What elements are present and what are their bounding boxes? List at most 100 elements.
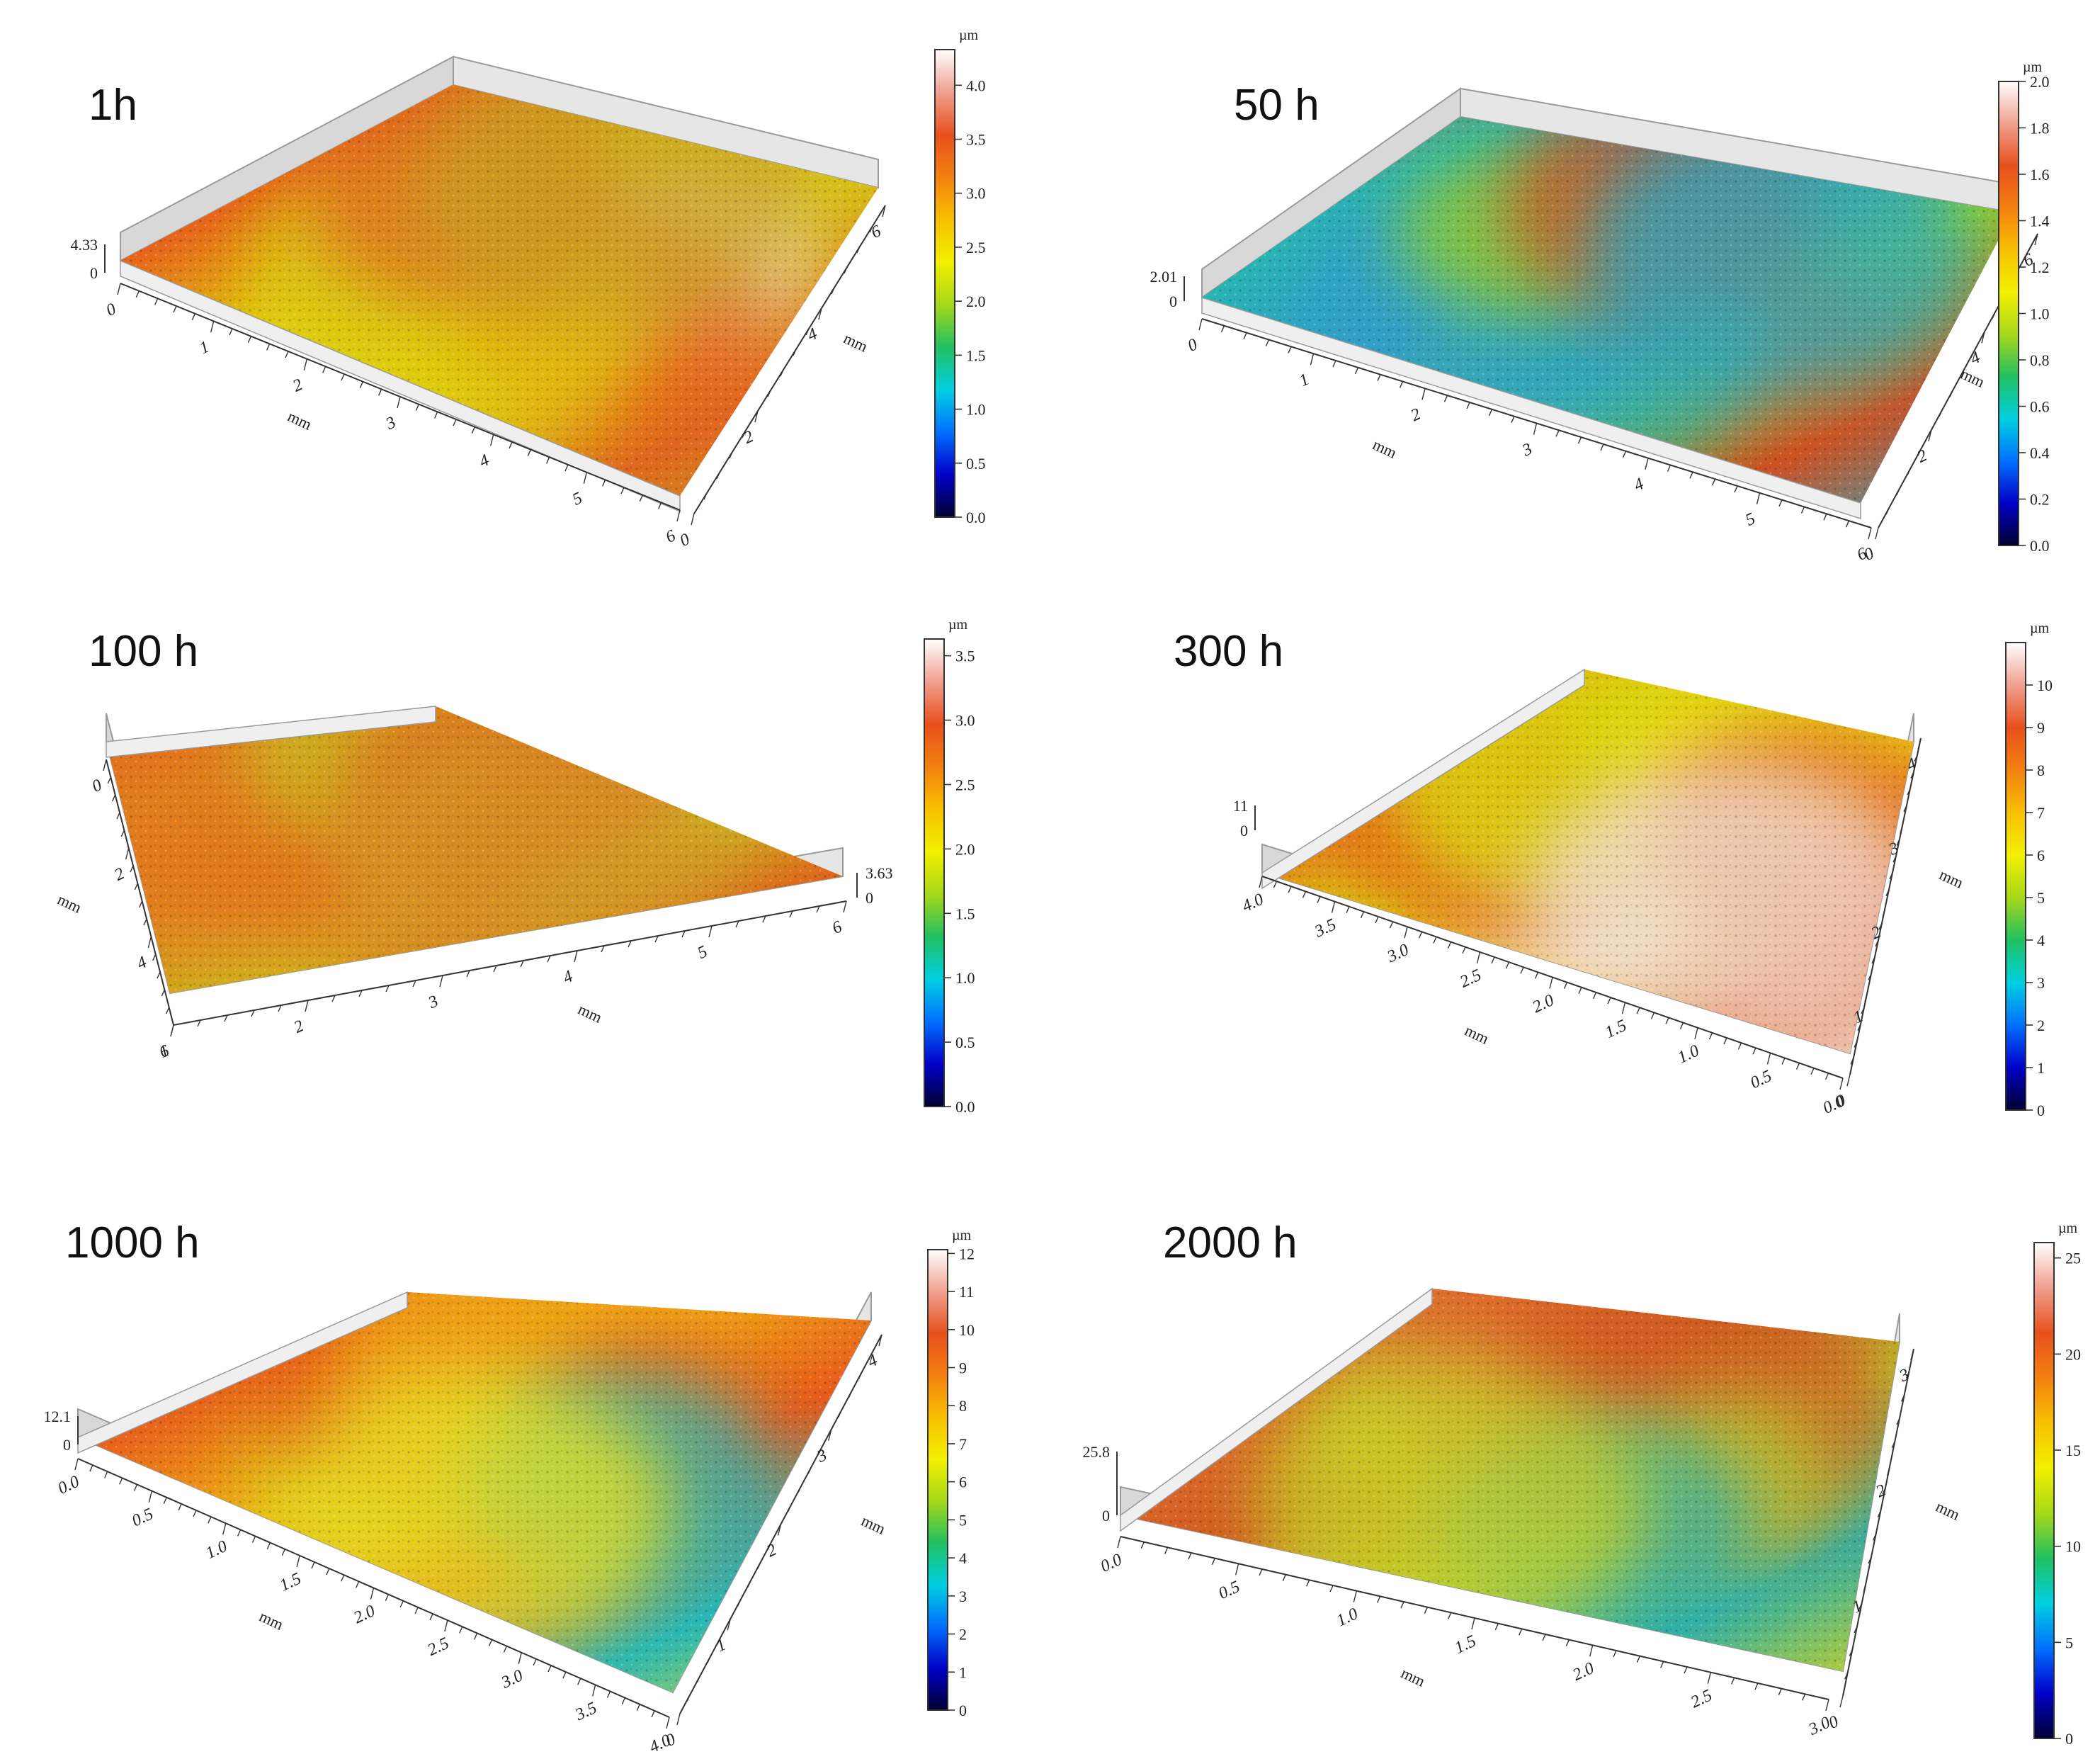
minor-tick [509, 441, 513, 449]
minor-tick [1734, 485, 1738, 493]
minor-tick [1795, 1063, 1800, 1070]
minor-tick [1346, 906, 1350, 914]
minor-tick [1849, 1649, 1853, 1656]
minor-tick [762, 915, 766, 923]
minor-tick [1891, 1441, 1895, 1448]
minor-tick [816, 905, 820, 913]
minor-tick [1288, 886, 1292, 893]
major-tick [1589, 1645, 1594, 1657]
minor-tick [1329, 1585, 1334, 1593]
minor-tick [869, 225, 873, 233]
minor-tick [135, 290, 140, 298]
colorbar-tick-label: 10 [2037, 677, 2053, 694]
z-max-label: 25.8 [1083, 1443, 1111, 1461]
minor-tick [848, 1391, 852, 1398]
minor-tick [1375, 916, 1379, 924]
minor-tick [1992, 312, 1996, 319]
major-tick [444, 1619, 448, 1632]
minor-tick [1140, 1542, 1145, 1549]
major-tick [147, 936, 152, 949]
minor-tick [412, 980, 416, 988]
tick-label: 4 [865, 1351, 880, 1371]
minor-tick [473, 1633, 478, 1640]
minor-tick [107, 776, 111, 784]
surface-roughness [120, 85, 878, 496]
colorbar-tick-label: 1.0 [966, 401, 986, 419]
minor-tick [178, 1503, 182, 1511]
minor-tick [1665, 1017, 1669, 1024]
minor-tick [120, 830, 125, 837]
minor-tick [1505, 961, 1510, 969]
minor-tick [1960, 371, 1964, 378]
colorbar-tick-label: 2 [959, 1626, 967, 1644]
minor-tick [224, 1014, 228, 1022]
minor-tick [805, 328, 810, 336]
minor-tick [1667, 465, 1672, 472]
minor-tick [533, 1658, 537, 1666]
tick-label: 1 [713, 1636, 729, 1656]
minor-tick [844, 266, 848, 274]
major-tick [727, 1619, 731, 1631]
tick-label: 1 [1297, 371, 1312, 391]
colorbar-tick-label: 1.0 [2030, 305, 2050, 323]
minor-tick [1868, 1556, 1872, 1564]
minor-tick [1360, 911, 1365, 919]
colorbar-tick-label: 2.0 [966, 293, 986, 310]
tick-label: 3 [1519, 440, 1536, 460]
tick-label: 4.0 [1239, 890, 1266, 916]
tick-label: 2.5 [1688, 1686, 1715, 1712]
minor-tick [1607, 997, 1611, 1005]
minor-tick [1684, 1666, 1688, 1674]
axis-label: mm [1462, 1022, 1492, 1048]
major-tick [691, 513, 695, 526]
tick-label: 4 [1968, 349, 1983, 369]
surface-roughness [1202, 117, 2013, 503]
minor-tick [1844, 1673, 1849, 1680]
minor-tick [793, 349, 797, 356]
minor-tick [1462, 946, 1466, 954]
minor-tick [621, 1697, 626, 1704]
colorbar-tick-label: 1 [959, 1663, 967, 1681]
minor-tick [1861, 1007, 1865, 1014]
minor-tick [1636, 1656, 1640, 1663]
minor-tick [1679, 1022, 1684, 1029]
minor-tick [1896, 839, 1900, 846]
colorbar-tick-label: 5 [2065, 1634, 2073, 1651]
surface-plot: 2.0100123456mm0246mmµm0.00.20.40.60.81.0… [1150, 60, 2050, 565]
colorbar-tick-label: 9 [2037, 719, 2045, 737]
tick-label: 3.0 [498, 1666, 526, 1692]
major-tick [583, 472, 588, 484]
major-tick [1900, 822, 1904, 834]
minor-tick [1778, 1688, 1782, 1695]
colorbar-tick-label: 25 [2065, 1250, 2081, 1267]
tick-label: 5 [569, 489, 585, 509]
minor-tick [1302, 891, 1307, 898]
major-tick [1839, 1078, 1844, 1090]
major-tick [878, 1334, 882, 1347]
minor-tick [237, 1529, 242, 1537]
minor-tick [1871, 956, 1875, 964]
minor-tick [139, 900, 143, 908]
tick-label: 4 [560, 967, 576, 988]
colorbar-tick-label: 6 [959, 1474, 967, 1491]
z-min-label: 0 [1102, 1507, 1110, 1525]
minor-tick [1520, 966, 1524, 974]
tick-label: 2 [1408, 405, 1424, 426]
tick-label: 2 [741, 427, 756, 448]
major-tick [397, 396, 401, 409]
major-tick [1331, 901, 1336, 913]
minor-tick [1332, 360, 1336, 368]
tick-label: 4 [1631, 475, 1647, 495]
tick-label: 2 [291, 1017, 307, 1037]
panel-title: 2000 h [1163, 1218, 1298, 1267]
minor-tick [1542, 1634, 1546, 1641]
major-tick [303, 358, 308, 371]
major-tick [489, 434, 494, 446]
z-min-label: 0 [865, 889, 873, 907]
colorbar-tick-label: 3.5 [955, 647, 975, 665]
major-tick [439, 975, 443, 988]
minor-tick [1565, 1639, 1570, 1646]
major-tick [1928, 429, 1932, 441]
colorbar-tick-label: 0 [959, 1702, 967, 1719]
minor-tick [1711, 478, 1716, 486]
